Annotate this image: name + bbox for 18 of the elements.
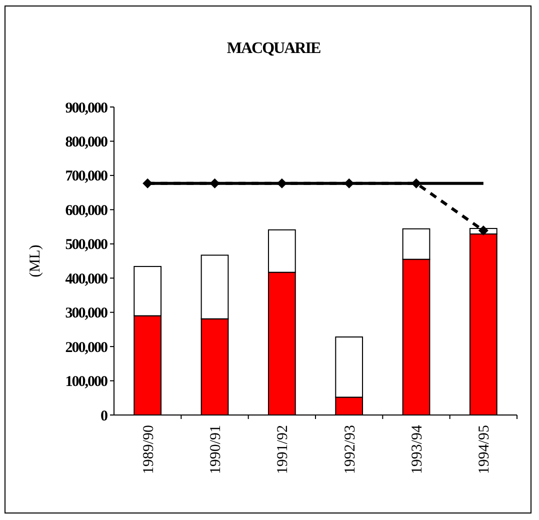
x-tick-label: 1990/91 <box>208 425 224 474</box>
y-tick-label: 200,000 <box>65 340 108 356</box>
x-tick-label: 1989/90 <box>140 425 157 474</box>
y-tick-label: 100,000 <box>65 374 108 390</box>
y-tick-label: 500,000 <box>65 237 108 254</box>
y-tick-label: 600,000 <box>65 202 108 219</box>
y-tick-label: 0 <box>100 408 108 424</box>
y-tick-label: 900,000 <box>65 100 108 116</box>
y-tick-label: 400,000 <box>65 271 108 288</box>
x-tick-label: 1994/95 <box>476 425 493 474</box>
y-axis-title: (ML) <box>27 244 44 278</box>
chart-title: MACQUARIE <box>226 40 320 57</box>
y-tick-label: 800,000 <box>65 134 108 150</box>
y-tick-label: 700,000 <box>65 168 108 185</box>
x-tick-label: 1992/93 <box>342 425 358 474</box>
y-tick-label: 300,000 <box>65 306 108 322</box>
x-tick-label: 1991/92 <box>275 425 292 474</box>
x-tick-label: 1993/94 <box>410 424 426 474</box>
